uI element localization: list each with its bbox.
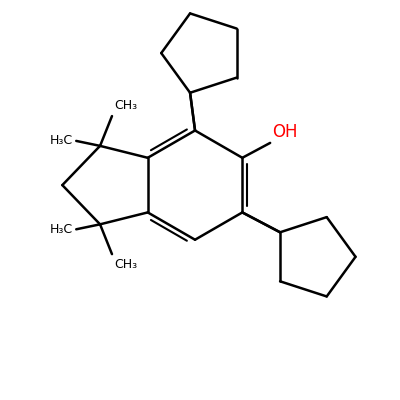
Text: CH₃: CH₃ xyxy=(114,99,137,112)
Text: H₃C: H₃C xyxy=(50,134,73,148)
Text: CH₃: CH₃ xyxy=(114,258,137,271)
Text: OH: OH xyxy=(272,123,298,141)
Text: H₃C: H₃C xyxy=(50,223,73,236)
